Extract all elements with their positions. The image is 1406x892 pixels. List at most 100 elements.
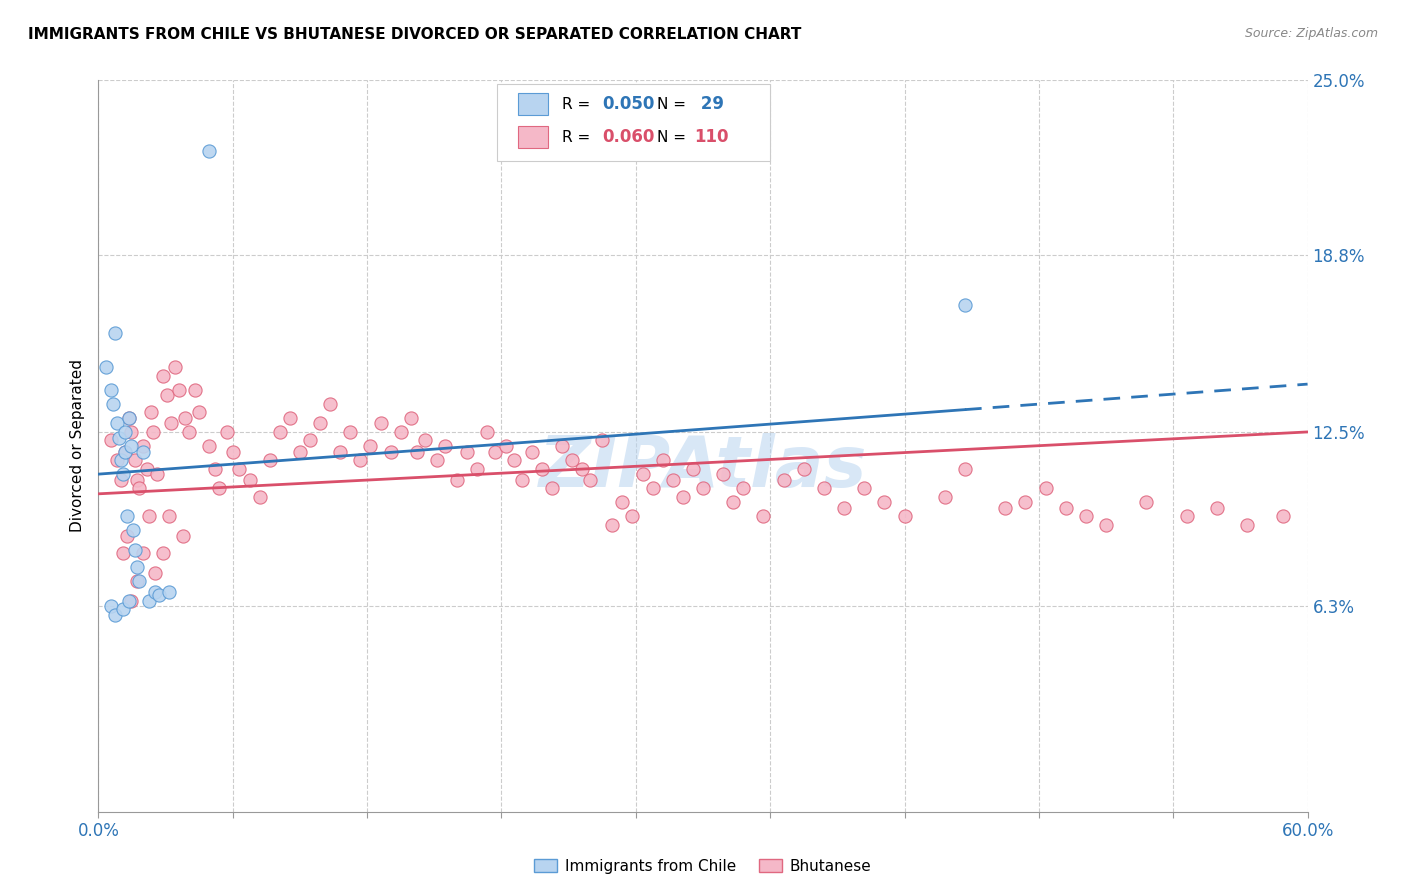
Point — [249, 490, 271, 504]
Text: Source: ZipAtlas.com: Source: ZipAtlas.com — [1244, 27, 1378, 40]
Point — [118, 410, 141, 425]
Point — [349, 453, 371, 467]
Point — [1035, 481, 1057, 495]
Point — [1095, 517, 1118, 532]
Legend: Immigrants from Chile, Bhutanese: Immigrants from Chile, Bhutanese — [529, 853, 877, 880]
Point — [360, 439, 382, 453]
Point — [114, 444, 136, 458]
Point — [125, 574, 148, 588]
Point — [1054, 500, 1077, 515]
Point — [132, 546, 155, 560]
Point — [530, 461, 553, 475]
Point — [661, 473, 683, 487]
Point — [1074, 509, 1097, 524]
Point — [208, 481, 231, 495]
Point — [101, 397, 124, 411]
Point — [591, 434, 613, 448]
Point — [389, 425, 412, 439]
Point — [339, 425, 361, 439]
Point — [551, 439, 574, 453]
Point — [111, 546, 134, 560]
Point — [198, 144, 221, 158]
Point — [120, 439, 142, 453]
Point — [163, 360, 186, 375]
Point — [733, 481, 755, 495]
Text: 0.060: 0.060 — [603, 128, 655, 146]
Point — [105, 417, 128, 431]
Point — [405, 444, 427, 458]
Point — [1236, 517, 1258, 532]
FancyBboxPatch shape — [517, 94, 548, 115]
Point — [118, 593, 141, 607]
Point — [723, 495, 745, 509]
Point — [602, 517, 624, 532]
Point — [484, 444, 506, 458]
Point — [138, 593, 160, 607]
Point — [152, 546, 174, 560]
Point — [672, 490, 695, 504]
Point — [128, 574, 150, 588]
Point — [121, 524, 143, 538]
Point — [571, 461, 593, 475]
Point — [329, 444, 352, 458]
Point — [711, 467, 734, 482]
Point — [105, 453, 128, 467]
Point — [278, 410, 301, 425]
Point — [179, 425, 201, 439]
Point — [172, 529, 194, 543]
Point — [631, 467, 654, 482]
Point — [288, 444, 311, 458]
Point — [143, 585, 166, 599]
Point — [156, 388, 179, 402]
Point — [100, 434, 122, 448]
Point — [111, 467, 134, 482]
Point — [641, 481, 664, 495]
Point — [198, 439, 221, 453]
Point — [96, 360, 118, 375]
Point — [132, 439, 155, 453]
Point — [994, 500, 1017, 515]
FancyBboxPatch shape — [517, 127, 548, 148]
Point — [413, 434, 436, 448]
Point — [103, 326, 125, 341]
Point — [853, 481, 876, 495]
Point — [465, 461, 488, 475]
Point — [370, 417, 392, 431]
Point — [107, 431, 129, 445]
Point — [138, 509, 160, 524]
Text: N =: N = — [657, 97, 690, 112]
Point — [579, 473, 602, 487]
Point — [100, 383, 122, 397]
Point — [125, 560, 148, 574]
Point — [399, 410, 422, 425]
Point — [1272, 509, 1295, 524]
Point — [114, 425, 136, 439]
Point — [953, 298, 976, 312]
Point — [259, 453, 281, 467]
Point — [157, 585, 180, 599]
Point — [561, 453, 583, 467]
Point — [115, 529, 138, 543]
Point — [239, 473, 262, 487]
Point — [148, 588, 170, 602]
Point — [612, 495, 634, 509]
Point — [621, 509, 644, 524]
Point — [1175, 509, 1198, 524]
Point — [873, 495, 896, 509]
Point — [128, 481, 150, 495]
Text: IMMIGRANTS FROM CHILE VS BHUTANESE DIVORCED OR SEPARATED CORRELATION CHART: IMMIGRANTS FROM CHILE VS BHUTANESE DIVOR… — [28, 27, 801, 42]
Point — [540, 481, 562, 495]
Text: ZIPAtlas: ZIPAtlas — [538, 434, 868, 502]
Point — [319, 397, 342, 411]
Text: R =: R = — [561, 130, 595, 145]
Point — [114, 444, 136, 458]
Point — [813, 481, 835, 495]
Point — [953, 461, 976, 475]
Point — [132, 444, 155, 458]
Point — [893, 509, 915, 524]
Point — [125, 473, 148, 487]
Point — [174, 410, 197, 425]
Point — [204, 461, 226, 475]
Point — [510, 473, 533, 487]
Point — [456, 444, 478, 458]
